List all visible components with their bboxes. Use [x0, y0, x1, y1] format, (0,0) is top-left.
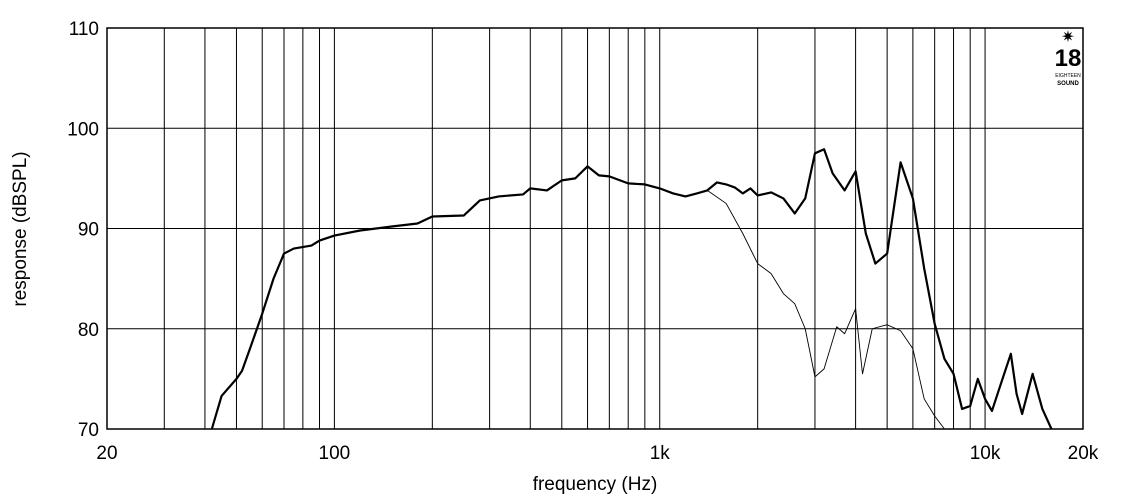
- logo-number: 18: [1055, 45, 1082, 72]
- y-tick-label: 70: [78, 420, 99, 441]
- x-tick-label: 1k: [650, 443, 671, 464]
- series-line: [707, 190, 945, 430]
- y-tick-label: 80: [78, 320, 99, 341]
- x-tick-label: 100: [319, 443, 351, 464]
- logo-star: ✷: [1061, 29, 1074, 46]
- logo: ✷ 18 EIGHTEEN SOUND: [1055, 29, 1082, 87]
- x-tick-label: 10k: [970, 443, 1001, 464]
- x-tick-label: 20k: [1068, 443, 1099, 464]
- y-axis-label: response (dBSPL): [10, 151, 31, 306]
- plot-frame: [106, 27, 1084, 430]
- y-tick-label: 100: [67, 119, 99, 140]
- x-tick-label: 20: [96, 443, 117, 464]
- logo-text: EIGHTEEN: [1055, 73, 1081, 79]
- y-tick-label: 110: [69, 19, 99, 40]
- y-tick-label: 90: [78, 220, 99, 241]
- series-line: [210, 148, 1053, 430]
- x-axis-label: frequency (Hz): [533, 474, 658, 495]
- logo-text: SOUND: [1057, 81, 1079, 87]
